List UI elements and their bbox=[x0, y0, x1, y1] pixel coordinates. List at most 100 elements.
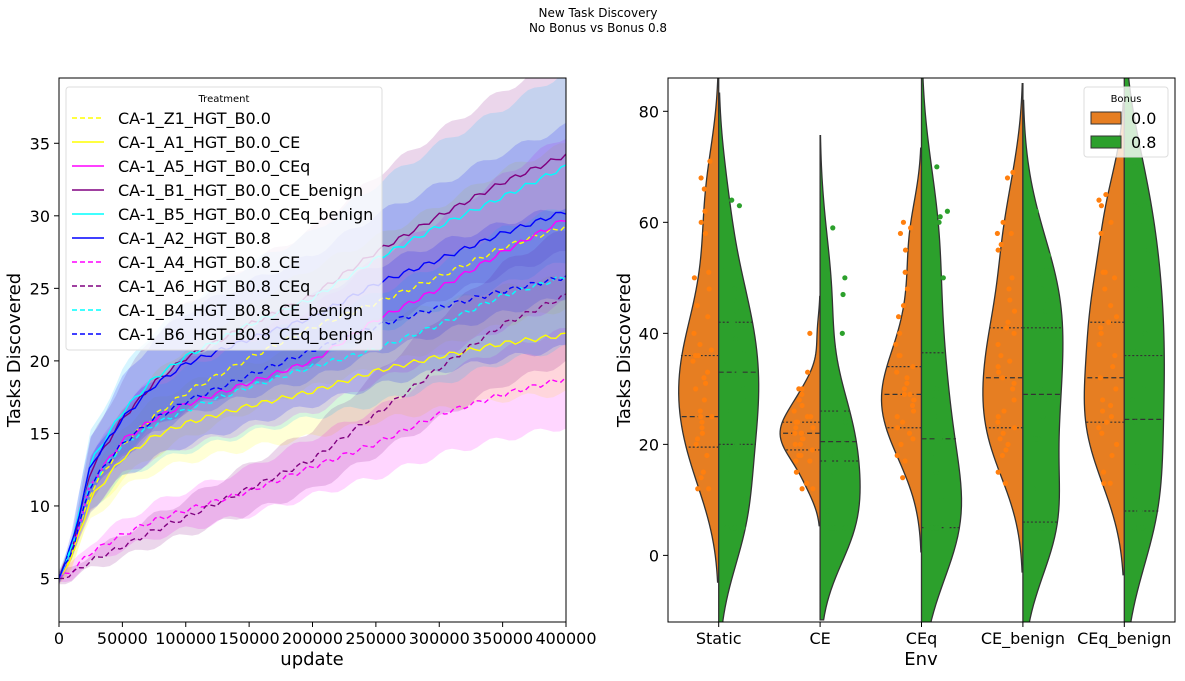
data-point bbox=[1007, 358, 1013, 364]
data-point bbox=[1005, 319, 1011, 325]
data-point bbox=[1131, 203, 1137, 209]
series-line-9 bbox=[59, 275, 566, 579]
series-line-7 bbox=[59, 293, 566, 580]
data-point bbox=[1041, 525, 1048, 531]
legend-entry: CA-1_B5_HGT_B0.0_CEq_benign bbox=[118, 205, 373, 225]
data-point bbox=[691, 330, 697, 336]
right-legend: Bonus 0.0 0.8 bbox=[1083, 86, 1169, 158]
data-point bbox=[1108, 414, 1115, 420]
confidence-band-8 bbox=[59, 209, 566, 585]
x-tick-label: CEq bbox=[906, 629, 937, 648]
data-point bbox=[1131, 497, 1137, 503]
legend-entry: CA-1_A5_HGT_B0.0_CEq bbox=[118, 157, 310, 177]
data-point bbox=[1100, 269, 1106, 275]
data-point bbox=[1002, 480, 1009, 486]
data-point bbox=[799, 486, 805, 492]
data-point bbox=[695, 486, 701, 492]
data-point bbox=[1000, 219, 1006, 225]
y-tick-label: 80 bbox=[639, 102, 659, 121]
data-point bbox=[791, 408, 797, 414]
data-point bbox=[1007, 297, 1013, 303]
data-point bbox=[995, 364, 1001, 370]
right-x-axis-label: Env bbox=[904, 649, 938, 670]
data-point bbox=[928, 264, 934, 270]
series-line-8 bbox=[59, 276, 566, 579]
data-point bbox=[1147, 314, 1153, 320]
data-point bbox=[1105, 319, 1112, 325]
data-point bbox=[910, 436, 916, 442]
data-point bbox=[1008, 230, 1014, 237]
data-point bbox=[722, 264, 728, 270]
data-point bbox=[907, 391, 913, 398]
data-point bbox=[1042, 397, 1048, 403]
data-point bbox=[734, 441, 740, 447]
confidence-band-6 bbox=[59, 328, 566, 583]
y-tick-label: 60 bbox=[639, 213, 659, 232]
data-point bbox=[935, 414, 941, 420]
data-point bbox=[894, 425, 901, 431]
data-point bbox=[1139, 525, 1145, 531]
data-point bbox=[807, 330, 813, 336]
data-point bbox=[1027, 375, 1033, 381]
data-point bbox=[793, 425, 799, 431]
data-point bbox=[827, 525, 833, 531]
data-point bbox=[933, 386, 940, 392]
data-point bbox=[1112, 352, 1118, 359]
data-point bbox=[702, 230, 709, 237]
legend-entry: CA-1_B6_HGT_B0.8_CEq_benign bbox=[118, 325, 373, 345]
data-point bbox=[842, 275, 848, 281]
data-point bbox=[939, 441, 945, 447]
violin-half-CE-0.8 bbox=[819, 135, 861, 621]
y-tick-label: 20 bbox=[30, 352, 50, 371]
data-point bbox=[904, 375, 910, 381]
data-point bbox=[805, 369, 811, 375]
data-point bbox=[701, 397, 707, 403]
data-point bbox=[998, 241, 1004, 248]
data-point bbox=[699, 425, 705, 431]
data-point bbox=[826, 430, 832, 436]
data-point bbox=[926, 358, 933, 364]
data-point bbox=[997, 436, 1003, 442]
data-point bbox=[940, 275, 946, 281]
data-point bbox=[731, 297, 737, 303]
data-point bbox=[834, 525, 840, 531]
data-point bbox=[1142, 330, 1148, 336]
violin-half-CEq_benign-0.0 bbox=[1083, 102, 1125, 576]
data-point bbox=[694, 302, 700, 309]
y-tick-label: 20 bbox=[639, 435, 659, 454]
data-point bbox=[999, 452, 1006, 459]
legend-title: Bonus bbox=[1111, 94, 1142, 105]
data-point bbox=[944, 525, 950, 531]
data-point bbox=[793, 469, 800, 475]
data-point bbox=[827, 386, 833, 392]
data-point bbox=[699, 430, 705, 436]
data-point bbox=[897, 352, 903, 359]
data-point bbox=[906, 430, 913, 436]
data-point bbox=[732, 419, 738, 425]
violin-half-CEq-0.8 bbox=[920, 78, 963, 622]
data-point bbox=[792, 441, 798, 447]
data-point bbox=[740, 497, 746, 503]
data-point bbox=[690, 358, 696, 364]
violin-half-Static-0.8 bbox=[718, 92, 760, 622]
data-point bbox=[699, 419, 705, 425]
data-point bbox=[1011, 330, 1017, 336]
data-point bbox=[910, 408, 917, 414]
data-point bbox=[1003, 447, 1009, 453]
data-point bbox=[929, 525, 935, 531]
data-point bbox=[799, 391, 805, 398]
x-tick-label: 150000 bbox=[219, 629, 280, 648]
confidence-band-9 bbox=[59, 208, 566, 585]
x-tick-label: 350000 bbox=[472, 629, 533, 648]
violin-half-CE_benign-0.8 bbox=[1022, 99, 1064, 622]
data-point bbox=[1010, 386, 1016, 392]
y-tick-label: 40 bbox=[639, 324, 659, 343]
data-point bbox=[698, 219, 704, 225]
data-point bbox=[1108, 219, 1114, 225]
data-point bbox=[832, 375, 838, 381]
data-point bbox=[1037, 275, 1043, 281]
legend-box bbox=[65, 86, 383, 351]
data-point bbox=[704, 369, 711, 375]
data-point bbox=[1033, 208, 1039, 214]
data-point bbox=[930, 341, 937, 348]
